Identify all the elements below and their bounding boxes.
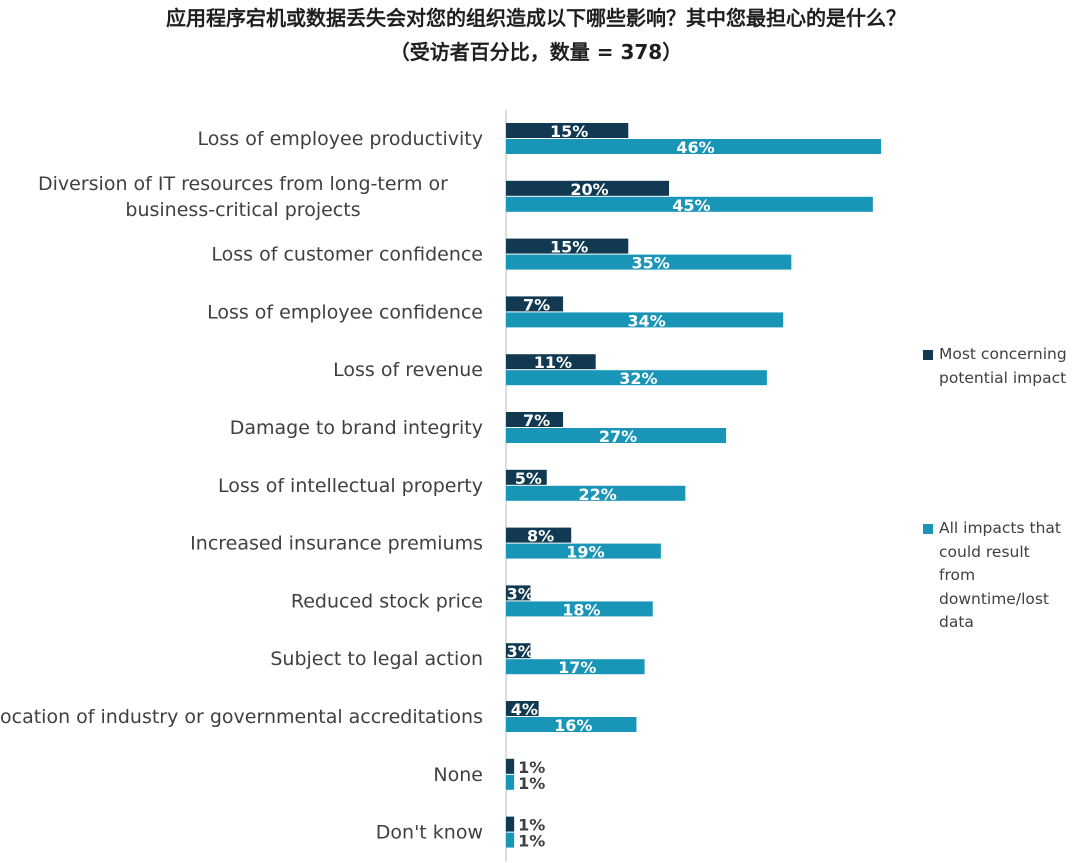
value-label-most-concerning: 1% <box>518 816 545 835</box>
value-label-most-concerning: 1% <box>518 758 545 777</box>
category-label: Loss of employee productivity <box>198 128 483 150</box>
legend-label-all-impacts: All impacts that could result from downt… <box>939 519 1061 631</box>
category-label: Diversion of IT resources from long-term… <box>38 173 448 221</box>
bar-most-concerning <box>506 758 515 774</box>
bar-all-impacts <box>506 485 686 501</box>
value-label-most-concerning: 7% <box>523 295 550 314</box>
value-label-most-concerning: 8% <box>527 527 554 546</box>
bar-all-impacts <box>506 601 653 617</box>
bar-most-concerning <box>506 412 564 427</box>
bar-all-impacts <box>506 312 784 328</box>
category-label: Damage to brand integrity <box>230 417 483 439</box>
bar-most-concerning <box>506 701 539 716</box>
value-label-most-concerning: 15% <box>550 122 588 141</box>
bar-all-impacts <box>506 832 515 848</box>
value-label-most-concerning: 15% <box>550 238 588 257</box>
value-label-all-impacts: 19% <box>566 543 604 562</box>
chart-title: 应用程序宕机或数据丢失会对您的组织造成以下哪些影响？其中您最担心的是什么？ <box>166 6 906 30</box>
category-label: Loss of intellectual property <box>218 475 483 497</box>
category-label: Reduced stock price <box>291 590 483 612</box>
bar-most-concerning <box>506 816 515 832</box>
bar-all-impacts <box>506 717 637 732</box>
chart-subtitle: （受访者百分比，数量 = 378） <box>389 40 683 64</box>
value-label-most-concerning: 7% <box>523 411 550 430</box>
bar-all-impacts <box>506 428 727 443</box>
bar-most-concerning <box>506 643 531 659</box>
bar-most-concerning <box>506 354 596 370</box>
value-label-all-impacts: 17% <box>558 658 596 677</box>
bar-most-concerning <box>506 296 564 312</box>
value-label-most-concerning: 20% <box>570 180 608 199</box>
bar-all-impacts <box>506 543 661 559</box>
category-label: Don't know <box>376 822 483 844</box>
bar-most-concerning <box>506 585 531 601</box>
category-label: None <box>433 764 483 786</box>
legend-label-most-concerning: Most concerning potential impact <box>939 345 1067 387</box>
value-label-all-impacts: 45% <box>672 196 710 215</box>
value-label-all-impacts: 32% <box>619 369 657 388</box>
bar-all-impacts <box>506 139 881 154</box>
bar-most-concerning <box>506 180 670 196</box>
bar-most-concerning <box>506 123 629 138</box>
category-label: Loss of customer confidence <box>211 244 483 266</box>
value-label-most-concerning: 3% <box>507 584 534 603</box>
value-label-all-impacts: 1% <box>518 832 545 851</box>
legend-swatch-most-concerning <box>923 350 933 360</box>
value-label-all-impacts: 18% <box>562 600 600 619</box>
value-label-most-concerning: 11% <box>534 353 572 372</box>
value-label-most-concerning: 5% <box>515 469 542 488</box>
value-label-all-impacts: 27% <box>599 427 637 446</box>
category-label: Revocation of industry or governmental a… <box>0 706 483 728</box>
bar-most-concerning <box>506 238 629 254</box>
bar-most-concerning <box>506 527 572 543</box>
bar-all-impacts <box>506 196 873 212</box>
category-label: Loss of revenue <box>333 359 483 381</box>
category-label: Loss of employee confidence <box>207 301 483 323</box>
bar-all-impacts <box>506 254 792 270</box>
value-label-all-impacts: 35% <box>632 254 670 273</box>
legend-swatch-all-impacts <box>923 524 933 534</box>
value-label-all-impacts: 1% <box>518 774 545 793</box>
bar-most-concerning <box>506 469 547 485</box>
value-label-all-impacts: 16% <box>554 716 592 735</box>
bar-all-impacts <box>506 659 645 675</box>
category-label: Increased insurance premiums <box>190 533 483 555</box>
bar-all-impacts <box>506 774 515 790</box>
value-label-all-impacts: 22% <box>579 485 617 504</box>
value-label-most-concerning: 4% <box>511 700 538 719</box>
bar-all-impacts <box>506 370 767 386</box>
value-label-all-impacts: 34% <box>627 311 665 330</box>
value-label-all-impacts: 46% <box>676 138 714 157</box>
category-label: Subject to legal action <box>270 648 483 670</box>
value-label-most-concerning: 3% <box>507 642 534 661</box>
